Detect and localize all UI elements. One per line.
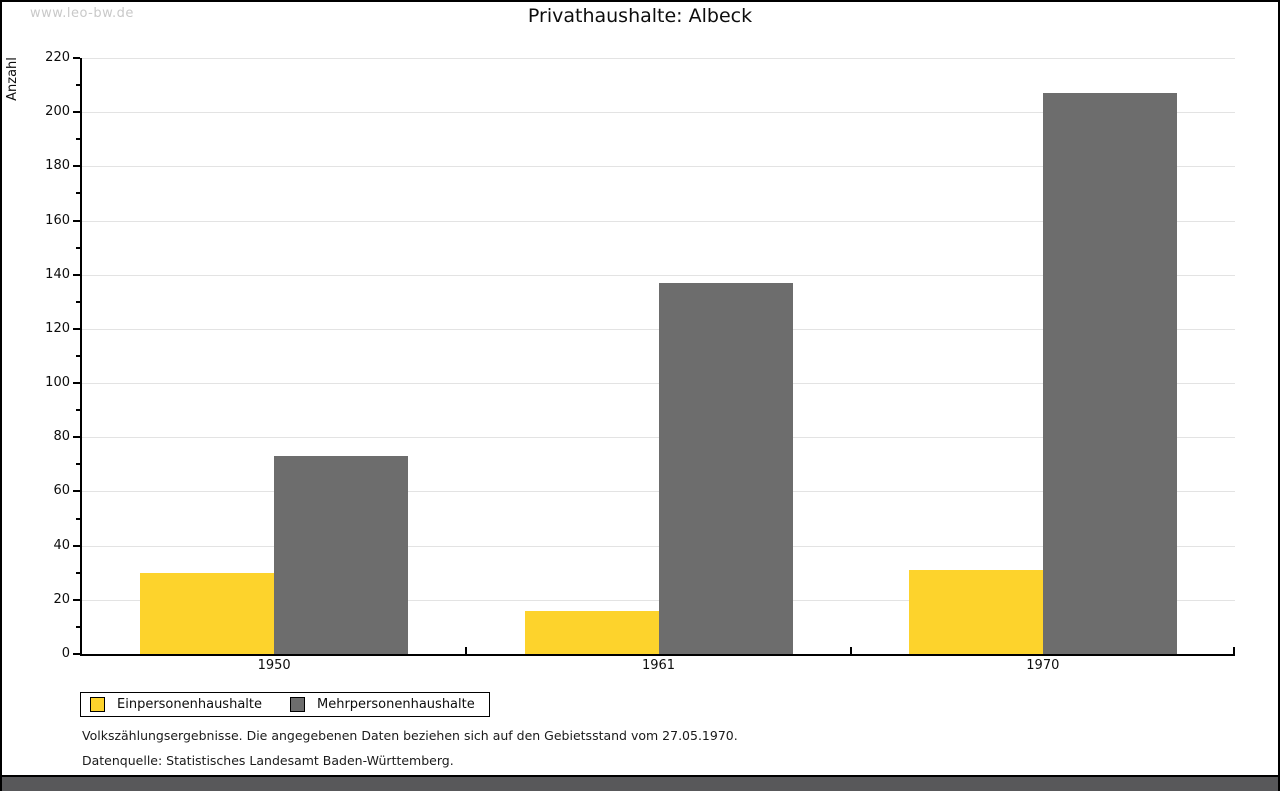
y-axis-major-tick [73, 57, 80, 59]
y-axis-major-tick [73, 219, 80, 222]
watermark: www.leo-bw.de [30, 6, 134, 21]
legend-swatch-icon [290, 697, 305, 712]
x-axis-category-label: 1950 [257, 658, 291, 673]
gridline [82, 166, 1235, 168]
y-axis-tick-label: 180 [45, 158, 70, 174]
y-axis-major-tick [73, 382, 80, 385]
bar-einpersonenhaushalte [140, 572, 275, 654]
y-axis-minor-tick [76, 192, 80, 195]
y-axis-minor-tick [76, 84, 80, 87]
y-axis-minor-tick [76, 625, 80, 628]
plot-area: 0 20 40 60 80 100 120 140 160 180 200 220 1950 1961 19… [45, 50, 1235, 673]
y-axis-minor-tick [76, 138, 80, 141]
gridline [82, 112, 1235, 114]
footnote-census: Volkszählungsergebnisse. Die angegebenen… [82, 728, 738, 743]
legend-item: Einpersonenhaushalte [90, 697, 262, 712]
x-axis-end-tick [1233, 647, 1235, 654]
y-axis-major-tick [73, 165, 80, 168]
bar-mehrpersonenhaushalte [1042, 93, 1177, 654]
x-axis-category-label: 1961 [641, 658, 676, 673]
chart-title: Privathaushalte: Albeck [527, 5, 753, 27]
y-axis-minor-tick [76, 571, 80, 574]
y-axis-minor-tick [76, 355, 80, 357]
y-axis-major-tick [73, 327, 80, 330]
legend-item: Mehrpersonenhaushalte [290, 697, 475, 712]
y-axis-minor-tick [76, 300, 80, 303]
y-axis-major-tick [73, 273, 80, 276]
legend: Einpersonenhaushalte Mehrpersonenhaushalt… [80, 692, 490, 717]
y-axis-major-tick [73, 544, 80, 547]
legend-label: Einpersonenhaushalte [117, 697, 262, 712]
y-axis-major-tick [73, 436, 80, 439]
y-axis-tick-label: 0 [61, 646, 70, 661]
legend-label: Mehrpersonenhaushalte [317, 697, 475, 712]
y-axis-tick-label: 40 [53, 537, 70, 553]
y-axis-minor-tick [76, 246, 80, 249]
y-axis-tick-label: 80 [53, 429, 70, 445]
y-axis-tick-label: 160 [45, 212, 70, 228]
x-axis-boundary-tick [849, 647, 852, 654]
x-axis-category-label: 1970 [1026, 658, 1060, 673]
y-axis-minor-tick [76, 463, 80, 466]
gridline [82, 220, 1235, 222]
bar-mehrpersonenhaushalte [658, 282, 793, 654]
y-axis-tick-label: 120 [45, 320, 70, 336]
legend-swatch-icon [90, 697, 105, 712]
footnote-source: Datenquelle: Statistisches Landesamt Bad… [82, 753, 454, 768]
bar-einpersonenhaushalte [524, 610, 659, 654]
y-axis-tick-label: 100 [45, 375, 70, 391]
y-axis-major-tick [73, 490, 80, 493]
gridline [82, 58, 1235, 59]
y-axis-minor-tick [76, 409, 80, 412]
y-axis-major-tick [73, 111, 80, 114]
y-axis-major-tick [73, 598, 80, 601]
bar-einpersonenhaushalte [908, 570, 1043, 654]
y-axis-tick-label: 60 [53, 483, 70, 499]
y-axis-tick-label: 20 [53, 591, 70, 607]
y-axis-label: Anzahl [5, 57, 20, 101]
y-axis-tick-label: 220 [45, 50, 70, 65]
y-axis-minor-tick [76, 517, 80, 520]
gridline [82, 274, 1235, 276]
bottom-strip [2, 775, 1278, 791]
y-axis-major-tick [73, 653, 80, 655]
y-axis-tick-label: 200 [45, 104, 70, 120]
y-axis-tick-label: 140 [45, 266, 70, 282]
x-axis-boundary-tick [465, 647, 468, 654]
bar-mehrpersonenhaushalte [274, 456, 409, 654]
